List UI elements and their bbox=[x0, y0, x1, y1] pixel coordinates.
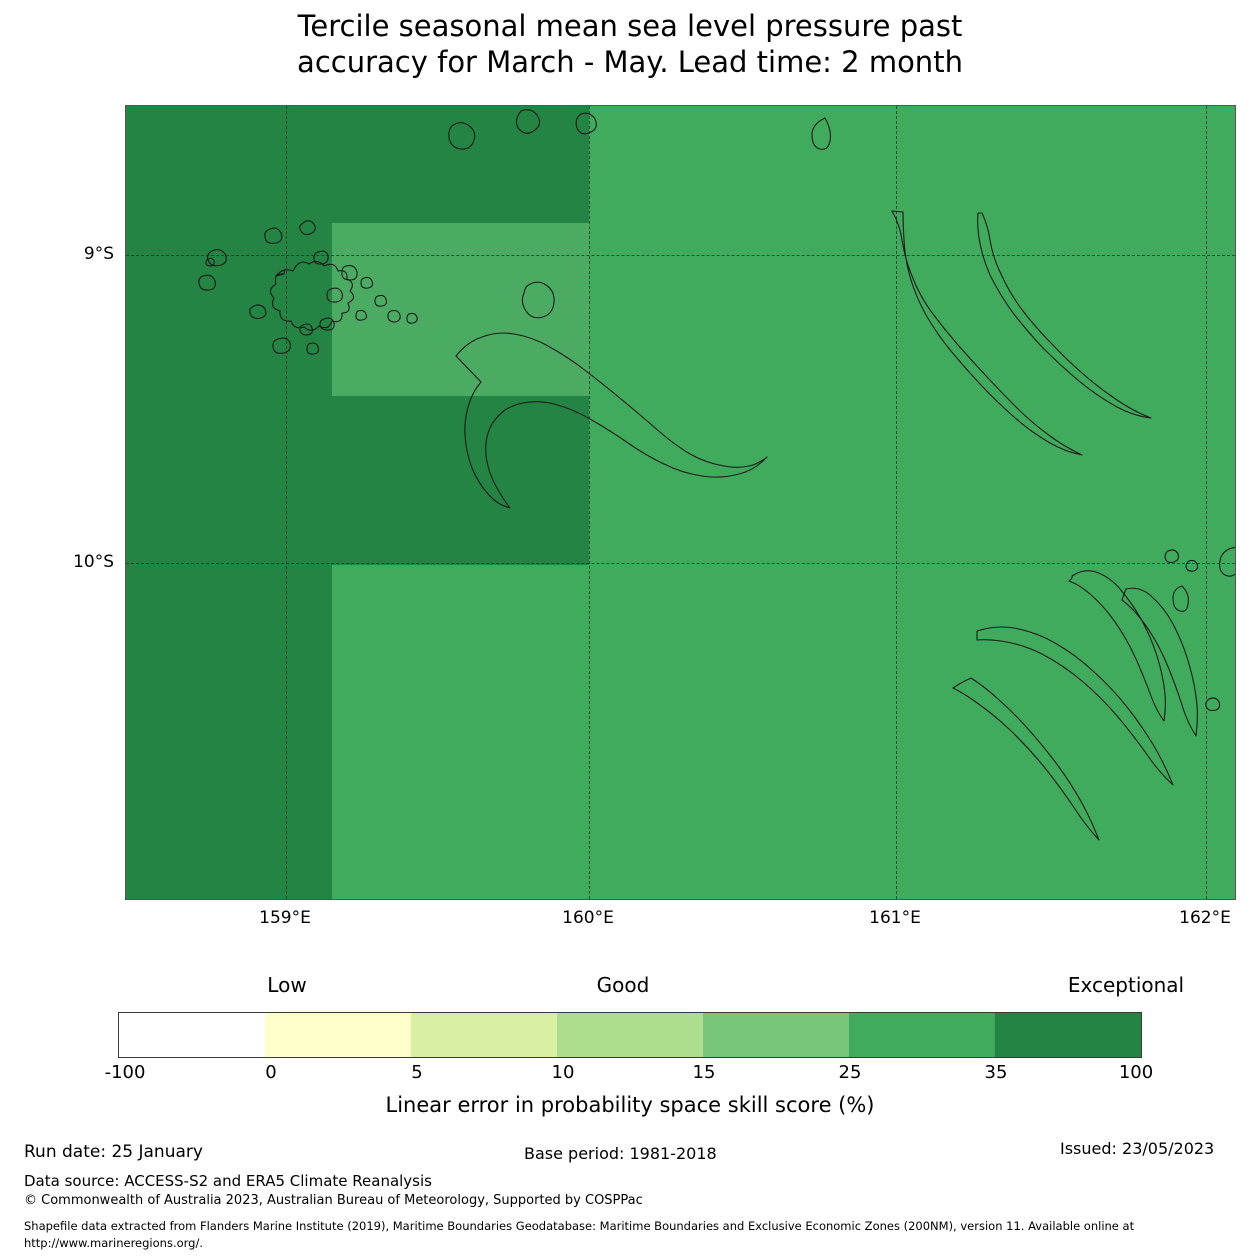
copyright-text: © Commonwealth of Australia 2023, Austra… bbox=[24, 1193, 643, 1208]
colorbar-tick-35: 35 bbox=[984, 1062, 1008, 1083]
gridline-lon-159e bbox=[286, 106, 287, 899]
colorbar-tick-5: 5 bbox=[411, 1062, 423, 1083]
colorbar-segment-1 bbox=[119, 1013, 265, 1057]
gridline-lon-162e bbox=[1206, 106, 1207, 899]
colorbar-segment-6 bbox=[849, 1013, 995, 1057]
x-tick-160e: 160°E bbox=[562, 908, 614, 928]
title-line-1: Tercile seasonal mean sea level pressure… bbox=[297, 9, 963, 43]
x-tick-162e: 162°E bbox=[1179, 908, 1231, 928]
colorbar-tick-25: 25 bbox=[838, 1062, 862, 1083]
colorbar-category-low: Low bbox=[267, 973, 307, 997]
coastline-overlay bbox=[198, 109, 1235, 841]
colorbar-tick-15: 15 bbox=[692, 1062, 716, 1083]
shapefile-credit-line-2: http://www.marineregions.org/. bbox=[24, 1236, 203, 1250]
grid-cell-green-east bbox=[589, 106, 1235, 899]
grid-cell-green-south bbox=[332, 565, 589, 899]
colorbar-category-exceptional: Exceptional bbox=[1067, 973, 1185, 997]
colorbar-tick-10: 10 bbox=[551, 1062, 575, 1083]
colorbar-segment-5 bbox=[703, 1013, 849, 1057]
issued-date-text: Issued: 23/05/2023 bbox=[1060, 1139, 1215, 1158]
grid-cell-dark-west-lower bbox=[126, 565, 332, 899]
colorbar-tick-100: 100 bbox=[1118, 1062, 1154, 1083]
data-source-text: Data source: ACCESS-S2 and ERA5 Climate … bbox=[24, 1172, 432, 1190]
colorbar-segment-2 bbox=[265, 1013, 411, 1057]
colorbar-segment-4 bbox=[557, 1013, 703, 1057]
x-tick-161e: 161°E bbox=[869, 908, 921, 928]
colorbar-tick--100: -100 bbox=[104, 1062, 146, 1083]
gridline-lon-161e bbox=[896, 106, 897, 899]
shapefile-credit-line-1: Shapefile data extracted from Flanders M… bbox=[24, 1219, 1135, 1233]
gridline-lat-10s bbox=[126, 563, 1235, 564]
grid-cell-light-center bbox=[332, 223, 589, 396]
colorbar-category-good: Good bbox=[596, 973, 650, 997]
x-tick-159e: 159°E bbox=[259, 908, 311, 928]
gridline-lon-160e bbox=[589, 106, 590, 899]
gridline-lat-9s bbox=[126, 255, 1235, 256]
title-line-2: accuracy for March - May. Lead time: 2 m… bbox=[297, 45, 963, 79]
y-tick-9s: 9°S bbox=[83, 244, 114, 264]
coastline-paths bbox=[198, 109, 1235, 841]
map-plot-area[interactable] bbox=[125, 105, 1236, 900]
run-date-text: Run date: 25 January bbox=[24, 1142, 203, 1162]
colorbar-axis-label: Linear error in probability space skill … bbox=[385, 1093, 875, 1117]
y-tick-10s: 10°S bbox=[73, 552, 114, 572]
base-period-text: Base period: 1981-2018 bbox=[524, 1144, 717, 1163]
colorbar-segment-7 bbox=[995, 1013, 1141, 1057]
colorbar-segment-3 bbox=[411, 1013, 557, 1057]
page-title: Tercile seasonal mean sea level pressure… bbox=[0, 8, 1260, 80]
colorbar[interactable] bbox=[118, 1012, 1142, 1058]
colorbar-gradient bbox=[118, 1012, 1142, 1058]
grid-cell-dark-west-upper bbox=[126, 106, 332, 565]
colorbar-tick-0: 0 bbox=[265, 1062, 277, 1083]
